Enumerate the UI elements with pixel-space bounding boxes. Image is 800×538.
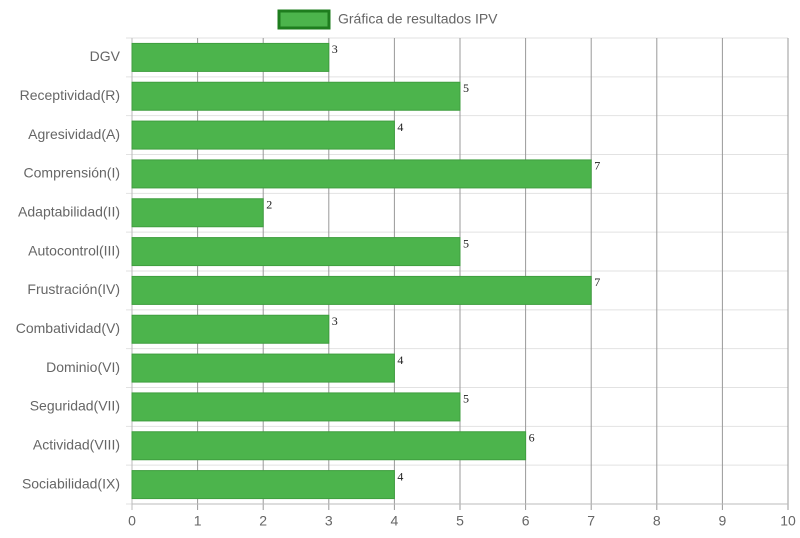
bar [131,237,461,267]
x-tick-label: 8 [653,513,661,529]
y-tick-label: Sociabilidad(IX) [22,475,120,491]
y-tick-label: Autocontrol(III) [28,242,120,258]
bar [131,431,527,461]
y-tick-label: Actividad(VIII) [33,436,120,452]
value-label: 7 [594,275,600,289]
value-label: 4 [397,120,403,134]
y-tick-label: Comprensión(I) [24,165,120,181]
x-tick-label: 10 [780,513,796,529]
x-tick-label: 0 [128,513,136,529]
bar [131,42,330,72]
bar [131,81,461,111]
y-tick-label: Adaptabilidad(II) [18,203,120,219]
x-tick-label: 2 [259,513,267,529]
value-label: 7 [594,159,600,173]
y-tick-label: DGV [90,48,121,64]
x-tick-label: 4 [391,513,399,529]
value-label: 6 [529,431,535,445]
bar [131,470,395,500]
value-label: 4 [397,469,403,483]
y-tick-label: Receptividad(R) [20,87,120,103]
y-tick-label: Frustración(IV) [27,281,120,297]
bar [131,392,461,422]
y-tick-label: Seguridad(VII) [30,398,120,414]
legend-label: Gráfica de resultados IPV [338,11,498,27]
y-tick-label: Dominio(VI) [46,359,120,375]
value-label: 5 [463,392,469,406]
value-label: 5 [463,81,469,95]
bar [131,314,330,344]
x-tick-label: 3 [325,513,333,529]
bar [131,120,395,150]
x-tick-label: 7 [587,513,595,529]
x-tick-label: 1 [194,513,202,529]
y-tick-label: Combatividad(V) [16,320,120,336]
value-label: 3 [332,42,338,56]
x-tick-label: 6 [522,513,530,529]
y-tick-label: Agresividad(A) [28,126,120,142]
value-label: 5 [463,236,469,250]
bar [131,198,264,228]
value-label: 2 [266,198,272,212]
value-label: 4 [397,353,403,367]
value-label: 3 [332,314,338,328]
bar [131,159,592,189]
bar [131,353,395,383]
x-tick-label: 5 [456,513,464,529]
bar [131,275,592,305]
x-tick-label: 9 [719,513,727,529]
legend-swatch [277,9,331,30]
